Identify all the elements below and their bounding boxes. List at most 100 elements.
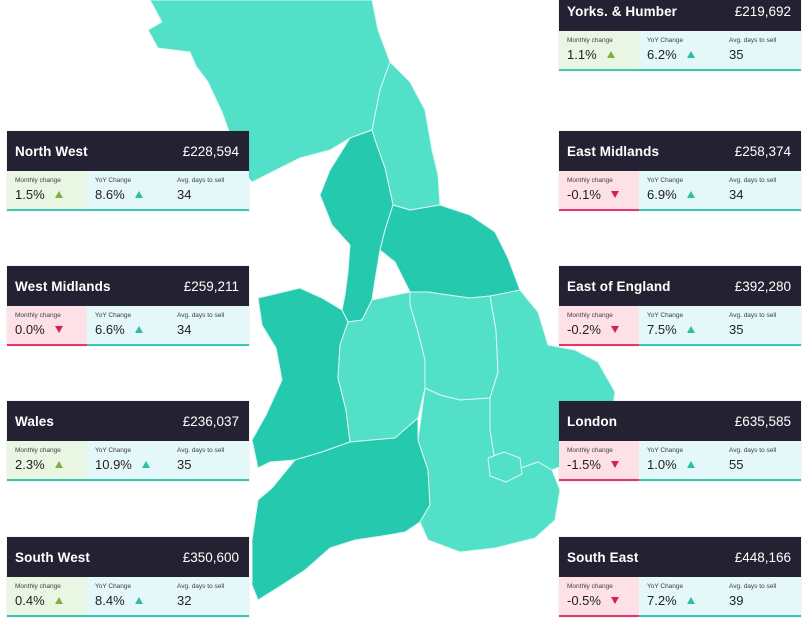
average-price: £236,037 — [182, 413, 239, 429]
region-card-east-midlands: East Midlands £258,374 Monthly change -0… — [559, 131, 801, 211]
days-to-sell-label: Avg. days to sell — [177, 177, 225, 184]
days-to-sell-cell: Avg. days to sell 55 — [721, 441, 801, 479]
triangle-down-icon — [610, 191, 619, 198]
monthly-change-value: -0.2% — [567, 322, 601, 337]
days-to-sell-label: Avg. days to sell — [729, 447, 777, 454]
monthly-change-value: -1.5% — [567, 457, 601, 472]
triangle-up-icon — [54, 597, 63, 604]
days-to-sell-value: 34 — [729, 187, 744, 202]
yorkshire-region — [379, 204, 521, 299]
wales-region — [251, 287, 351, 469]
yoy-change-cell: YoY Change 8.4% — [87, 577, 169, 615]
region-card-header: North West £228,594 — [7, 131, 249, 171]
yoy-change-cell: YoY Change 8.6% — [87, 171, 169, 209]
monthly-change-value: 2.3% — [15, 457, 45, 472]
monthly-change-label: Monthly change — [15, 177, 61, 184]
region-card-east-of-england: East of England £392,280 Monthly change … — [559, 266, 801, 346]
average-price: £350,600 — [182, 549, 239, 565]
monthly-change-cell: Monthly change 1.5% — [7, 171, 87, 209]
days-to-sell-label: Avg. days to sell — [177, 447, 225, 454]
yoy-change-label: YoY Change — [647, 177, 684, 184]
region-card-header: East Midlands £258,374 — [559, 131, 801, 171]
triangle-down-icon — [610, 597, 619, 604]
triangle-up-icon — [686, 461, 695, 468]
region-stats: Monthly change -0.2% YoY Change 7.5% Avg… — [559, 306, 801, 346]
days-to-sell-cell: Avg. days to sell 35 — [721, 306, 801, 344]
days-to-sell-value: 55 — [729, 457, 744, 472]
monthly-change-label: Monthly change — [567, 583, 613, 590]
triangle-down-icon — [54, 326, 63, 333]
region-stats: Monthly change -0.1% YoY Change 6.9% Avg… — [559, 171, 801, 211]
region-card-west-midlands: West Midlands £259,211 Monthly change 0.… — [7, 266, 249, 346]
triangle-up-icon — [686, 51, 695, 58]
monthly-change-label: Monthly change — [567, 177, 613, 184]
yoy-change-value: 1.0% — [647, 457, 677, 472]
region-stats: Monthly change 1.1% YoY Change 6.2% Avg.… — [559, 31, 801, 71]
region-name: North West — [15, 143, 88, 159]
days-to-sell-value: 34 — [177, 187, 192, 202]
yoy-change-cell: YoY Change 1.0% — [639, 441, 721, 479]
triangle-down-icon — [610, 461, 619, 468]
monthly-change-label: Monthly change — [567, 312, 613, 319]
days-to-sell-cell: Avg. days to sell 34 — [169, 171, 249, 209]
yoy-change-value: 7.5% — [647, 322, 677, 337]
region-card-header: South East £448,166 — [559, 537, 801, 577]
days-to-sell-value: 35 — [729, 47, 744, 62]
yoy-change-value: 8.4% — [95, 593, 125, 608]
days-to-sell-value: 35 — [729, 322, 744, 337]
yoy-change-value: 6.6% — [95, 322, 125, 337]
triangle-up-icon — [686, 326, 695, 333]
region-card-header: London £635,585 — [559, 401, 801, 441]
triangle-up-icon — [54, 191, 63, 198]
london-region — [487, 451, 523, 483]
triangle-up-icon — [686, 597, 695, 604]
monthly-change-label: Monthly change — [15, 312, 61, 319]
region-card-south-east: South East £448,166 Monthly change -0.5%… — [559, 537, 801, 617]
yoy-change-value: 7.2% — [647, 593, 677, 608]
yoy-change-label: YoY Change — [95, 312, 132, 319]
yoy-change-label: YoY Change — [95, 447, 132, 454]
triangle-up-icon — [134, 191, 143, 198]
average-price: £635,585 — [734, 413, 791, 429]
region-stats: Monthly change 2.3% YoY Change 10.9% Avg… — [7, 441, 249, 481]
monthly-change-value: 0.0% — [15, 322, 45, 337]
region-stats: Monthly change 1.5% YoY Change 8.6% Avg.… — [7, 171, 249, 211]
region-card-london: London £635,585 Monthly change -1.5% YoY… — [559, 401, 801, 481]
region-name: West Midlands — [15, 278, 111, 294]
monthly-change-cell: Monthly change 2.3% — [7, 441, 87, 479]
days-to-sell-cell: Avg. days to sell 32 — [169, 577, 249, 615]
region-card-header: Yorks. & Humber £219,692 — [559, 0, 801, 31]
region-name: Wales — [15, 413, 55, 429]
triangle-up-icon — [141, 461, 150, 468]
triangle-up-icon — [686, 191, 695, 198]
region-name: South West — [15, 549, 90, 565]
region-card-header: Wales £236,037 — [7, 401, 249, 441]
monthly-change-value: 1.5% — [15, 187, 45, 202]
monthly-change-value: 0.4% — [15, 593, 45, 608]
days-to-sell-cell: Avg. days to sell 39 — [721, 577, 801, 615]
yoy-change-label: YoY Change — [95, 177, 132, 184]
average-price: £392,280 — [734, 278, 791, 294]
monthly-change-value: -0.5% — [567, 593, 601, 608]
days-to-sell-value: 34 — [177, 322, 192, 337]
region-name: South East — [567, 549, 639, 565]
days-to-sell-cell: Avg. days to sell 34 — [721, 171, 801, 209]
region-card-wales: Wales £236,037 Monthly change 2.3% YoY C… — [7, 401, 249, 481]
region-card-header: West Midlands £259,211 — [7, 266, 249, 306]
monthly-change-cell: Monthly change -0.2% — [559, 306, 639, 346]
region-card-yorks-humber: Yorks. & Humber £219,692 Monthly change … — [559, 0, 801, 71]
region-card-header: South West £350,600 — [7, 537, 249, 577]
yoy-change-cell: YoY Change 7.5% — [639, 306, 721, 344]
days-to-sell-label: Avg. days to sell — [177, 583, 225, 590]
triangle-up-icon — [134, 326, 143, 333]
days-to-sell-label: Avg. days to sell — [729, 177, 777, 184]
days-to-sell-label: Avg. days to sell — [177, 312, 225, 319]
monthly-change-label: Monthly change — [15, 447, 61, 454]
days-to-sell-label: Avg. days to sell — [729, 37, 777, 44]
monthly-change-label: Monthly change — [567, 447, 613, 454]
south-west-region — [251, 417, 431, 601]
monthly-change-cell: Monthly change 0.4% — [7, 577, 87, 615]
days-to-sell-label: Avg. days to sell — [729, 312, 777, 319]
yoy-change-value: 8.6% — [95, 187, 125, 202]
region-name: London — [567, 413, 618, 429]
